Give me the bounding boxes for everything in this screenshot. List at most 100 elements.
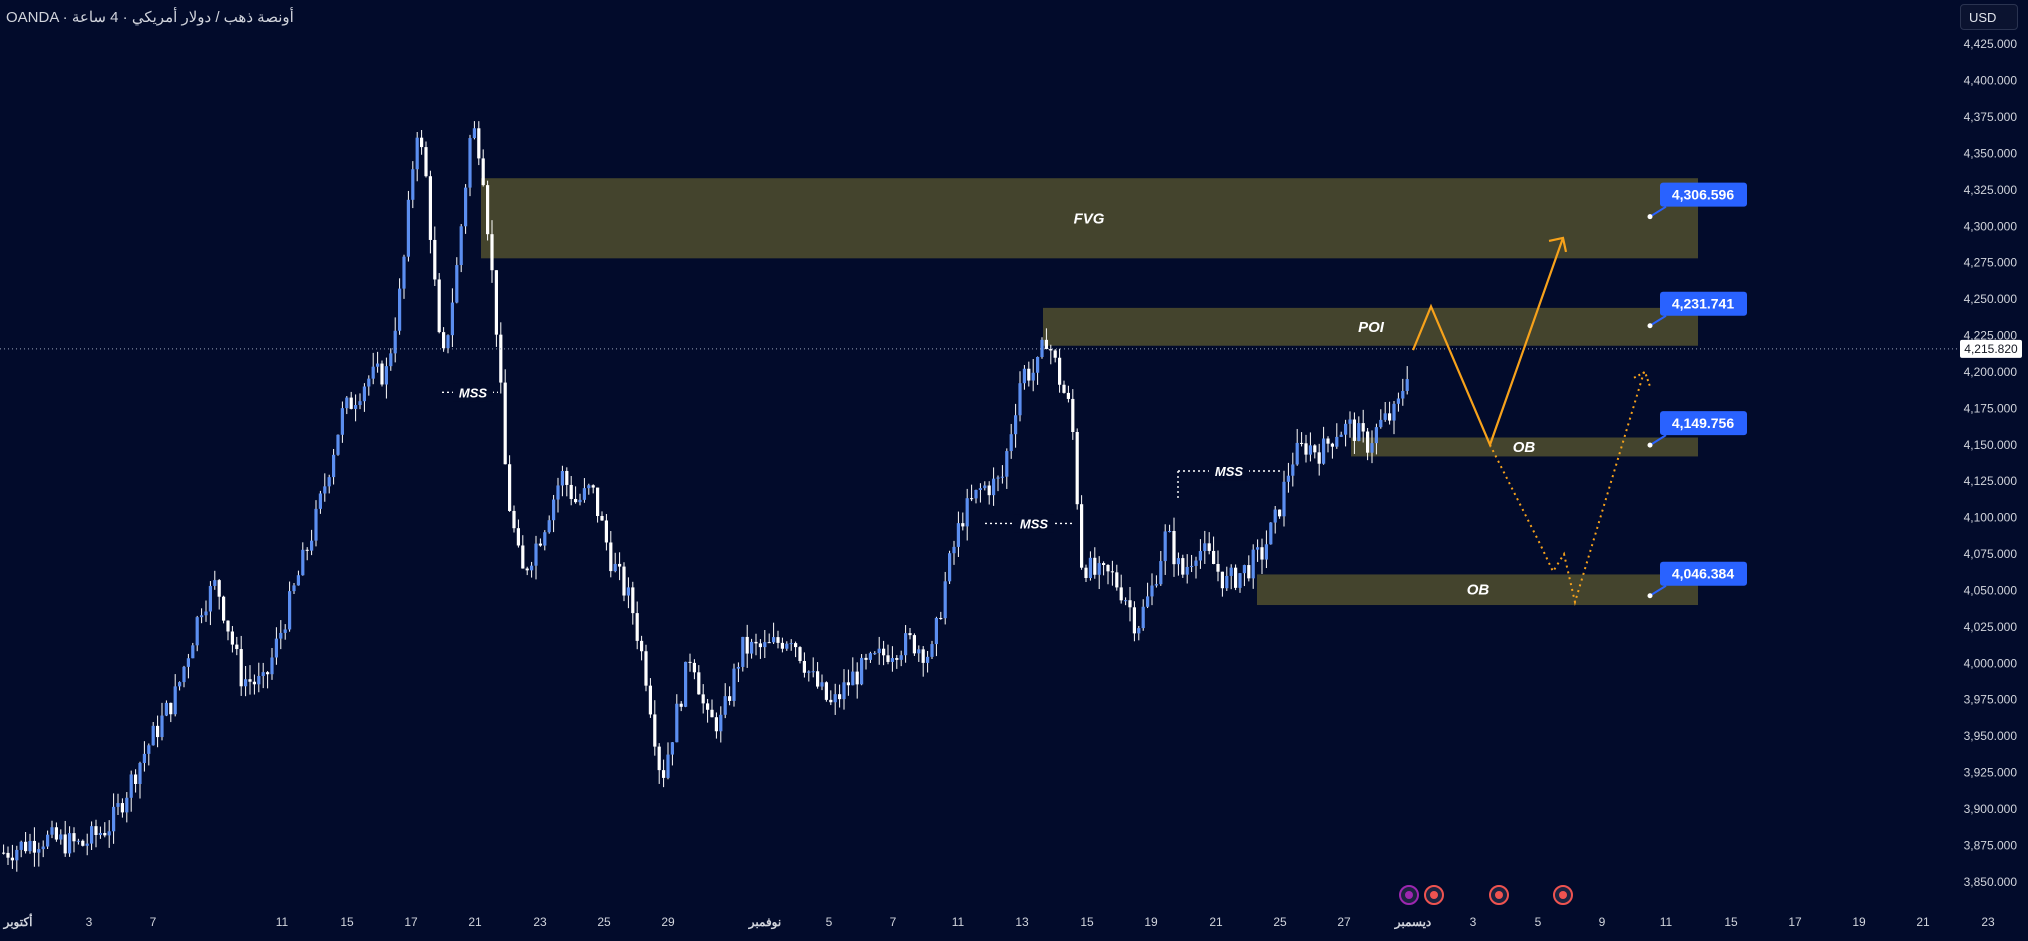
candle-body <box>512 510 516 529</box>
candle-body <box>424 147 428 177</box>
y-tick-label: 4,075.000 <box>1964 547 2018 561</box>
x-tick-label: 23 <box>533 915 547 929</box>
price-tag-anchor <box>1647 214 1653 220</box>
zone-poi[interactable] <box>1043 307 1698 346</box>
candle-body <box>142 753 146 764</box>
candle-body <box>1366 431 1370 453</box>
candle-body <box>182 666 186 683</box>
candle-body <box>50 827 54 835</box>
zone-ob[interactable] <box>1351 437 1698 457</box>
candle-body <box>719 714 723 732</box>
candle-body <box>433 239 437 280</box>
candle-body <box>1014 415 1018 435</box>
candle-body <box>261 672 265 677</box>
candle-body <box>662 770 666 778</box>
candle-body <box>1194 560 1198 566</box>
price-tag[interactable] <box>1660 411 1747 436</box>
candle-body <box>864 657 868 660</box>
candle-body <box>1132 607 1136 634</box>
candle-body <box>1198 551 1202 561</box>
candle-body <box>701 694 705 704</box>
candle-body <box>877 648 881 654</box>
candle-body <box>961 523 965 527</box>
price-tag[interactable] <box>1660 182 1747 207</box>
candle-body <box>349 397 353 409</box>
candle-body <box>1260 547 1264 560</box>
currency-button[interactable]: USD <box>1960 4 2018 30</box>
candle-body <box>908 633 912 636</box>
candle-body <box>1185 566 1189 575</box>
candle-body <box>371 366 375 379</box>
y-tick-label: 3,850.000 <box>1964 875 2018 889</box>
candle-body <box>679 703 683 707</box>
x-tick-label: 7 <box>150 915 157 929</box>
price-tag[interactable] <box>1660 561 1747 586</box>
candle-body <box>446 335 450 349</box>
candle-body <box>600 516 604 521</box>
candle-body <box>1242 565 1246 574</box>
candle-body <box>226 620 230 632</box>
candle-body <box>1027 368 1031 381</box>
x-tick-label: 27 <box>1337 915 1351 929</box>
candle-body <box>406 199 410 257</box>
candle-body <box>288 591 292 630</box>
x-tick-label: 11 <box>276 915 289 929</box>
candle-body <box>481 158 485 186</box>
candle-body <box>838 694 842 700</box>
x-tick-label: 21 <box>1209 915 1223 929</box>
x-tick-label: 17 <box>404 915 418 929</box>
candle-body <box>94 826 98 835</box>
x-tick-label: 29 <box>661 915 675 929</box>
candle-body <box>904 633 908 656</box>
candle-body <box>76 840 80 842</box>
candle-body <box>846 682 850 686</box>
candle-body <box>1066 392 1070 399</box>
candle-body <box>811 671 815 673</box>
candle-body <box>912 635 916 654</box>
candle-body <box>235 644 239 650</box>
y-tick-label: 4,275.000 <box>1964 256 2018 270</box>
candle-body <box>1300 442 1304 444</box>
candle-body <box>996 477 1000 479</box>
x-tick-label: 21 <box>468 915 482 929</box>
candle-body <box>842 682 846 700</box>
candle-body <box>1049 348 1053 351</box>
candle-body <box>1370 443 1374 453</box>
y-tick-label: 4,325.000 <box>1964 183 2018 197</box>
candle-body <box>543 532 547 546</box>
x-tick-label: 3 <box>86 915 93 929</box>
candle-body <box>1269 522 1273 545</box>
candle-body <box>807 671 811 673</box>
candle-body <box>1251 549 1255 579</box>
y-tick-label: 4,200.000 <box>1964 365 2018 379</box>
zone-fvg[interactable] <box>481 178 1698 259</box>
candle-body <box>367 378 371 387</box>
y-tick-label: 3,925.000 <box>1964 766 2018 780</box>
candle-body <box>380 363 384 385</box>
price-tag[interactable] <box>1660 291 1747 316</box>
candle-body <box>657 746 661 771</box>
projected-path-solid <box>1411 237 1565 448</box>
candle-body <box>943 581 947 619</box>
zone-label: POI <box>1358 319 1385 336</box>
candle-body <box>1093 557 1097 575</box>
candle-body <box>1326 438 1330 444</box>
candle-body <box>560 470 564 486</box>
x-tick-label: أكتوبر <box>3 914 33 930</box>
candle-body <box>833 694 837 703</box>
x-tick-label: 9 <box>1599 915 1606 929</box>
candle-body <box>798 647 802 661</box>
candle-body <box>1190 565 1194 567</box>
candle-body <box>508 464 512 511</box>
x-tick-label: 5 <box>1535 915 1542 929</box>
zone-ob[interactable] <box>1257 574 1698 606</box>
candle-body <box>965 498 969 527</box>
candle-body <box>156 725 160 738</box>
candle-body <box>415 137 419 170</box>
mss-label-bg <box>1209 462 1249 481</box>
candle-body <box>794 643 798 648</box>
candle-body <box>472 128 476 139</box>
candle-body <box>191 645 195 659</box>
